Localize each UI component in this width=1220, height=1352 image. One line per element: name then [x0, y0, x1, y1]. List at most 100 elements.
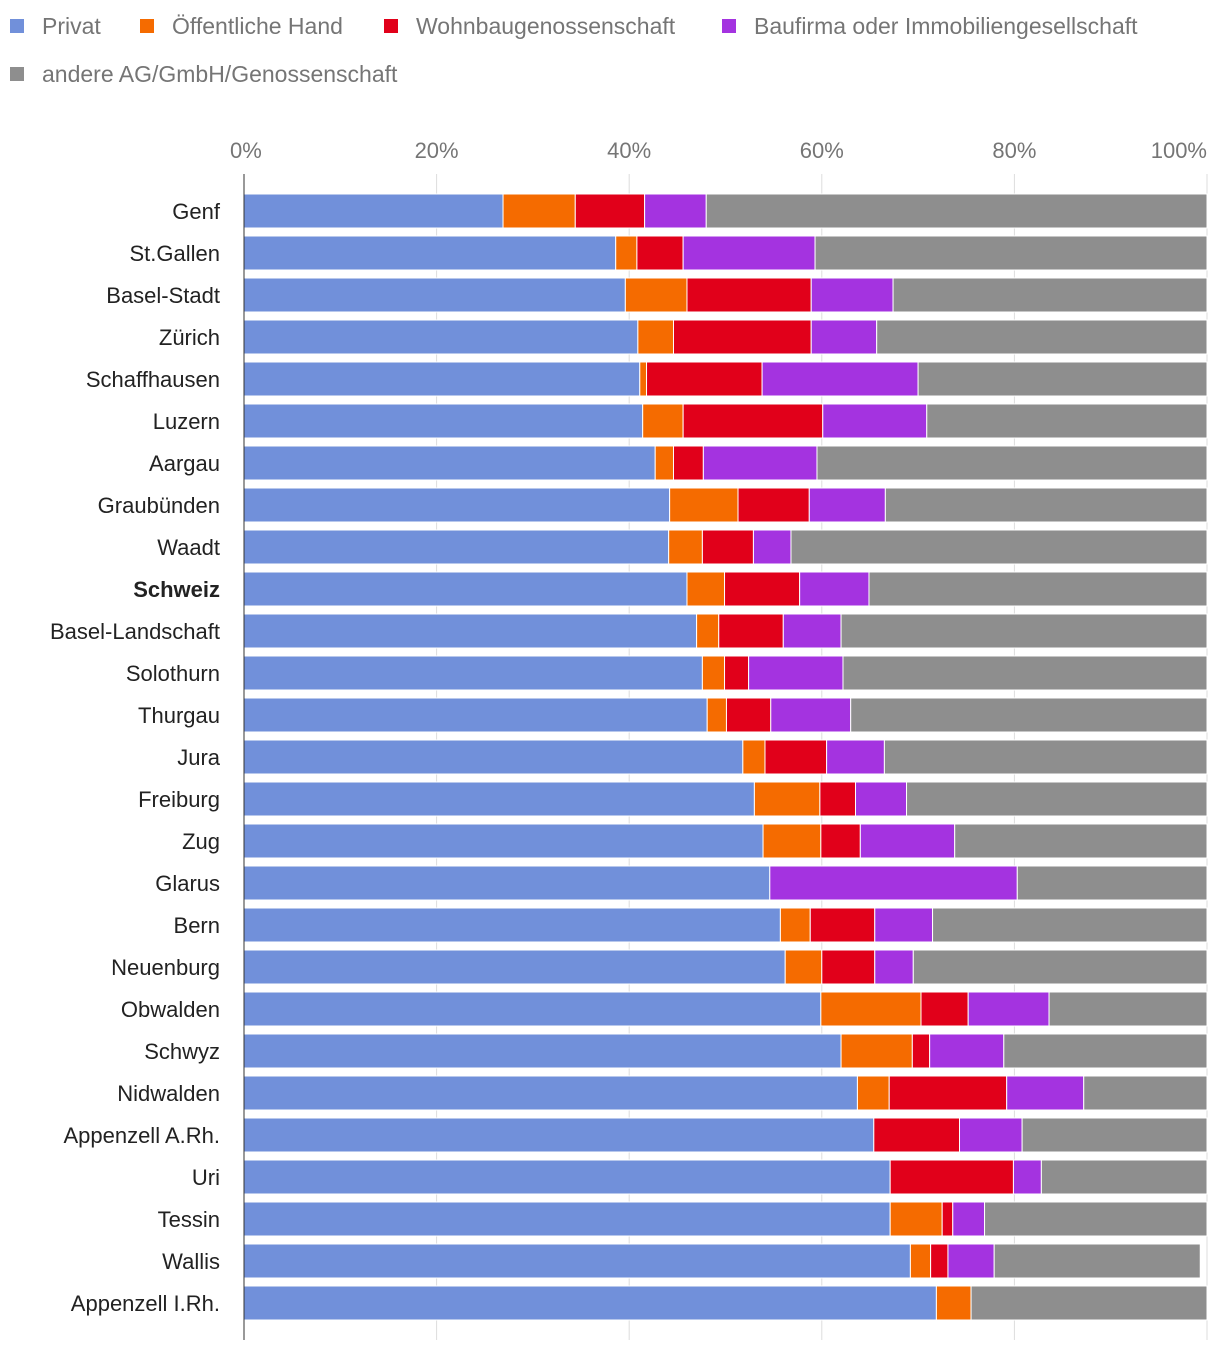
bar-basel-stadt-andere-ag-gmbh-genossenschaft — [892, 277, 1208, 313]
category-label-appenzell-i-rh: Appenzell I.Rh. — [71, 1291, 220, 1316]
bar-st-gallen-öffentliche-hand — [615, 235, 638, 271]
bar-zug-wohnbaugenossenschaft — [820, 823, 861, 859]
bar-bern-privat — [243, 907, 781, 943]
bar-jura-andere-ag-gmbh-genossenschaft — [883, 739, 1208, 775]
bar-zürich-andere-ag-gmbh-genossenschaft — [876, 319, 1208, 355]
legend-swatch-öffentliche-hand — [140, 19, 154, 33]
category-label-zug: Zug — [182, 829, 220, 854]
bar-genf-baufirma-oder-immobiliengesellschaft — [644, 193, 707, 229]
bar-aargau-baufirma-oder-immobiliengesellschaft — [702, 445, 818, 481]
bar-tessin-öffentliche-hand — [889, 1201, 943, 1237]
category-label-glarus: Glarus — [155, 871, 220, 896]
bar-nidwalden-wohnbaugenossenschaft — [888, 1075, 1008, 1111]
bar-waadt-wohnbaugenossenschaft — [701, 529, 754, 565]
category-label-nidwalden: Nidwalden — [117, 1081, 220, 1106]
category-label-freiburg: Freiburg — [138, 787, 220, 812]
bar-schaffhausen-andere-ag-gmbh-genossenschaft — [917, 361, 1208, 397]
category-label-neuenburg: Neuenburg — [111, 955, 220, 980]
bar-wallis-öffentliche-hand — [909, 1243, 932, 1279]
bar-graubünden-privat — [243, 487, 671, 523]
bar-basel-landschaft-andere-ag-gmbh-genossenschaft — [840, 613, 1208, 649]
x-axis-ticks: 0% 20% 40% 60% 80% 100% — [230, 138, 1207, 163]
category-label-solothurn: Solothurn — [126, 661, 220, 686]
bar-uri-baufirma-oder-immobiliengesellschaft — [1012, 1159, 1042, 1195]
bar-uri-andere-ag-gmbh-genossenschaft — [1040, 1159, 1208, 1195]
bar-basel-landschaft-privat — [243, 613, 698, 649]
bar-wallis-privat — [243, 1243, 911, 1279]
y-axis-labels: Genf St.Gallen Basel-Stadt Zürich Schaffhaus… — [50, 199, 221, 1316]
legend-label-andere-ag-gmbh-genossenschaft: andere AG/GmbH/Genossenschaft — [42, 61, 398, 87]
bar-basel-stadt-baufirma-oder-immobiliengesellschaft — [810, 277, 894, 313]
bar-luzern-wohnbaugenossenschaft — [682, 403, 824, 439]
bar-freiburg-privat — [243, 781, 755, 817]
bar-thurgau-baufirma-oder-immobiliengesellschaft — [770, 697, 852, 733]
bar-aargau-andere-ag-gmbh-genossenschaft — [816, 445, 1208, 481]
bar-waadt-öffentliche-hand — [668, 529, 703, 565]
bar-jura-baufirma-oder-immobiliengesellschaft — [826, 739, 885, 775]
bar-appenzell-i-rh-andere-ag-gmbh-genossenschaft — [970, 1285, 1208, 1321]
x-tick-label: 40% — [607, 138, 651, 163]
bar-solothurn-baufirma-oder-immobiliengesellschaft — [748, 655, 844, 691]
bar-basel-stadt-privat — [243, 277, 626, 313]
bar-schweiz-wohnbaugenossenschaft — [724, 571, 801, 607]
bar-schwyz-wohnbaugenossenschaft — [911, 1033, 931, 1069]
category-label-thurgau: Thurgau — [138, 703, 220, 728]
bar-glarus-baufirma-oder-immobiliengesellschaft — [769, 865, 1018, 901]
x-tick-label: 80% — [992, 138, 1036, 163]
bar-freiburg-baufirma-oder-immobiliengesellschaft — [855, 781, 908, 817]
bar-zürich-privat — [243, 319, 639, 355]
bar-schaffhausen-baufirma-oder-immobiliengesellschaft — [761, 361, 919, 397]
bar-freiburg-wohnbaugenossenschaft — [819, 781, 857, 817]
bar-neuenburg-öffentliche-hand — [784, 949, 823, 985]
bar-appenzell-i-rh-öffentliche-hand — [935, 1285, 972, 1321]
bar-appenzell-i-rh-privat — [243, 1285, 937, 1321]
bar-aargau-wohnbaugenossenschaft — [672, 445, 704, 481]
bar-thurgau-privat — [243, 697, 708, 733]
category-label-waadt: Waadt — [157, 535, 220, 560]
bar-aargau-öffentliche-hand — [654, 445, 674, 481]
legend-swatch-wohnbaugenossenschaft — [384, 19, 398, 33]
bar-tessin-andere-ag-gmbh-genossenschaft — [984, 1201, 1208, 1237]
legend-swatch-privat — [10, 19, 24, 33]
bar-genf-wohnbaugenossenschaft — [574, 193, 646, 229]
bar-zug-andere-ag-gmbh-genossenschaft — [954, 823, 1208, 859]
bar-graubünden-baufirma-oder-immobiliengesellschaft — [808, 487, 886, 523]
bar-luzern-privat — [243, 403, 644, 439]
bar-aargau-privat — [243, 445, 656, 481]
legend-label-öffentliche-hand: Öffentliche Hand — [172, 13, 343, 39]
bar-genf-öffentliche-hand — [502, 193, 576, 229]
x-tick-label: 100% — [1151, 138, 1207, 163]
bar-nidwalden-öffentliche-hand — [856, 1075, 890, 1111]
category-label-appenzell-a-rh: Appenzell A.Rh. — [63, 1123, 220, 1148]
bar-bern-andere-ag-gmbh-genossenschaft — [932, 907, 1208, 943]
bar-freiburg-andere-ag-gmbh-genossenschaft — [906, 781, 1208, 817]
bar-schwyz-andere-ag-gmbh-genossenschaft — [1003, 1033, 1208, 1069]
bar-obwalden-wohnbaugenossenschaft — [920, 991, 969, 1027]
bar-st-gallen-baufirma-oder-immobiliengesellschaft — [682, 235, 816, 271]
bar-obwalden-baufirma-oder-immobiliengesellschaft — [967, 991, 1050, 1027]
bar-bern-wohnbaugenossenschaft — [809, 907, 876, 943]
bar-nidwalden-baufirma-oder-immobiliengesellschaft — [1006, 1075, 1085, 1111]
bar-graubünden-wohnbaugenossenschaft — [737, 487, 810, 523]
bar-solothurn-öffentliche-hand — [701, 655, 726, 691]
bar-st-gallen-wohnbaugenossenschaft — [636, 235, 684, 271]
bar-uri-privat — [243, 1159, 891, 1195]
bar-neuenburg-andere-ag-gmbh-genossenschaft — [912, 949, 1208, 985]
bar-zürich-baufirma-oder-immobiliengesellschaft — [810, 319, 878, 355]
bar-schaffhausen-privat — [243, 361, 641, 397]
bar-bern-baufirma-oder-immobiliengesellschaft — [874, 907, 934, 943]
bar-zürich-öffentliche-hand — [637, 319, 674, 355]
category-label-uri: Uri — [192, 1165, 220, 1190]
bar-genf-andere-ag-gmbh-genossenschaft — [705, 193, 1208, 229]
bar-waadt-andere-ag-gmbh-genossenschaft — [790, 529, 1208, 565]
bar-schwyz-öffentliche-hand — [840, 1033, 913, 1069]
bar-schweiz-baufirma-oder-immobiliengesellschaft — [799, 571, 870, 607]
legend-swatch-andere-ag-gmbh-genossenschaft — [10, 67, 24, 81]
bar-zug-privat — [243, 823, 764, 859]
category-label-aargau: Aargau — [149, 451, 220, 476]
category-label-basel-stadt: Basel-Stadt — [106, 283, 220, 308]
bar-waadt-baufirma-oder-immobiliengesellschaft — [752, 529, 792, 565]
category-label-schwyz: Schwyz — [144, 1039, 220, 1064]
bar-schweiz-öffentliche-hand — [686, 571, 726, 607]
category-label-jura: Jura — [177, 745, 221, 770]
